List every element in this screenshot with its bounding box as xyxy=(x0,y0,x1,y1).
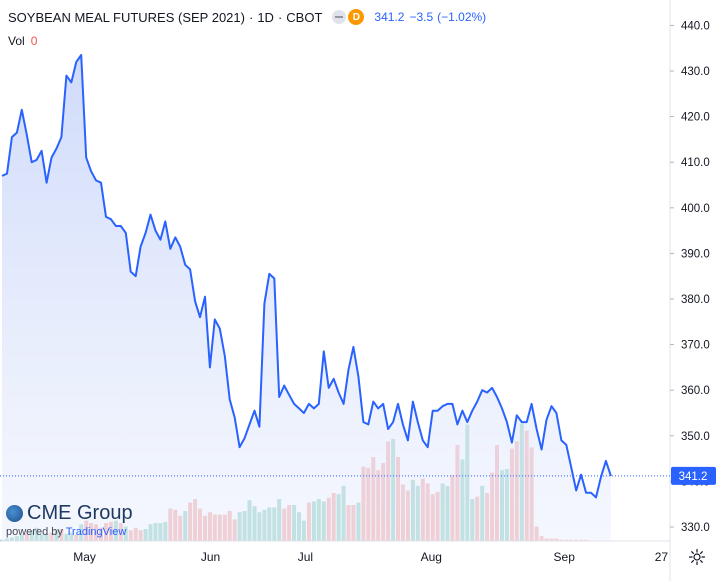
price-tick-label: 440.0 xyxy=(681,20,710,32)
market-status[interactable]: D xyxy=(332,9,365,25)
delayed-badge: D xyxy=(348,9,365,25)
price-tick-label: 430.0 xyxy=(681,66,710,78)
price-tick-label: 420.0 xyxy=(681,112,710,124)
time-tick-label: Jul xyxy=(298,550,313,564)
price-area xyxy=(2,55,611,541)
exchange-label: CBOT xyxy=(286,9,323,25)
price-tick-label: 370.0 xyxy=(681,340,710,352)
time-tick-label: Aug xyxy=(421,550,442,564)
separator: · xyxy=(248,9,254,25)
cme-brand: CME Group xyxy=(6,502,133,525)
symbol-title[interactable]: SOYBEAN MEAL FUTURES (SEP 2021) xyxy=(8,9,245,25)
volume-legend[interactable]: Vol 0 xyxy=(8,34,37,48)
time-tick-label: Jun xyxy=(201,550,220,564)
price-change-percent: (−1.02%) xyxy=(437,10,487,24)
watermark-logo: CME Group powered by TradingView xyxy=(6,502,133,538)
powered-by: powered by TradingView xyxy=(6,526,133,538)
price-tick-label: 410.0 xyxy=(681,157,710,169)
price-tick-label: 360.0 xyxy=(681,385,710,397)
interval-label[interactable]: 1D xyxy=(257,9,274,25)
last-price-tag xyxy=(671,466,716,485)
price-axis[interactable]: 330.0340.0350.0360.0370.0380.0390.0400.0… xyxy=(670,20,710,534)
time-tick-label: 27 xyxy=(655,550,669,564)
legend-header[interactable]: SOYBEAN MEAL FUTURES (SEP 2021) · 1D · C… xyxy=(8,9,486,25)
separator: · xyxy=(277,9,283,25)
price-tick-label: 400.0 xyxy=(681,203,710,215)
price-line-group xyxy=(1,54,612,499)
gear-icon[interactable] xyxy=(688,548,706,566)
price-tick-label: 390.0 xyxy=(681,248,710,260)
globe-icon xyxy=(6,505,23,522)
time-tick-label: Sep xyxy=(554,550,576,564)
last-price-value: 341.2 xyxy=(374,10,405,24)
minus-icon xyxy=(332,10,347,24)
cme-brand-text: CME Group xyxy=(27,502,133,524)
powered-by-prefix: powered by xyxy=(6,526,66,538)
price-tick-label: 380.0 xyxy=(681,294,710,306)
price-line[interactable] xyxy=(1,54,612,499)
time-tick-label: May xyxy=(73,550,96,564)
last-price-marker: 341.2 xyxy=(0,466,716,485)
price-tick-label: 350.0 xyxy=(681,431,710,443)
price-area-fill xyxy=(2,55,611,541)
volume-value: 0 xyxy=(30,34,38,48)
last-price-tag-label: 341.2 xyxy=(679,471,708,483)
time-axis[interactable]: May Jun Jul Aug Sep 27 xyxy=(73,550,668,564)
price-change: −3.5 xyxy=(409,10,434,24)
volume-label: Vol xyxy=(8,34,25,48)
tradingview-brand: TradingView xyxy=(65,526,127,538)
price-tick-label: 330.0 xyxy=(681,522,710,534)
